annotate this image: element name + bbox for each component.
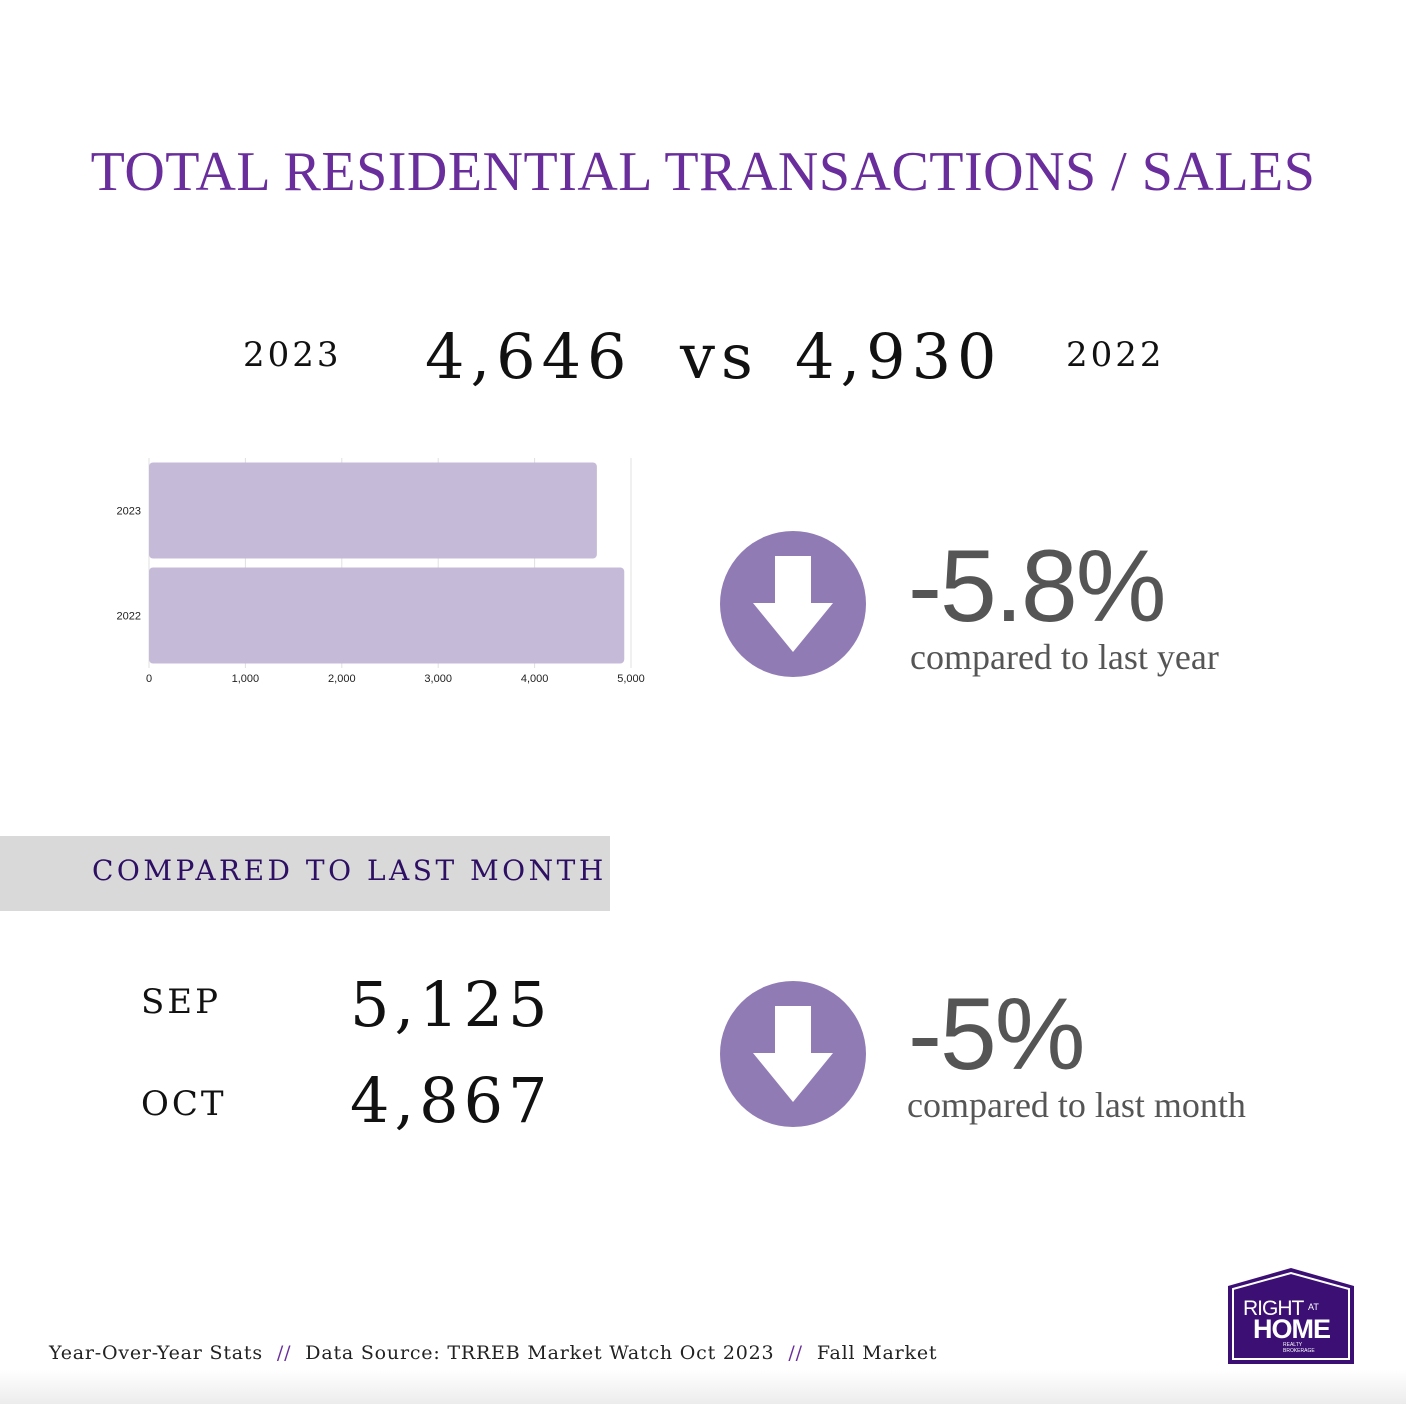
chart-x-tick-label: 5,000 (617, 673, 645, 685)
year-2022-label: 2022 (1066, 335, 1165, 375)
footer-separator: // (276, 1342, 292, 1364)
chart-x-tick-label: 4,000 (521, 673, 549, 685)
chart-category-label: 2023 (117, 506, 141, 518)
chart-bar-2023 (149, 462, 597, 559)
footer-separator: // (788, 1342, 803, 1364)
yoy-percent-change: -5.8% (908, 529, 1166, 643)
month-compare-banner-label: COMPARED TO LAST MONTH (92, 854, 607, 887)
chart-x-tick-label: 3,000 (424, 673, 452, 685)
month-sep-label: SEP (141, 982, 221, 1022)
right-at-home-logo: RIGHT AT HOME REALTY BROKERAGE (1228, 1268, 1354, 1364)
chart-bar-2022 (149, 567, 625, 664)
value-2023: 4,646 (425, 320, 633, 393)
footer-item-market: Fall Market (816, 1342, 938, 1364)
value-2022: 4,930 (795, 320, 1003, 393)
logo-text: RIGHT (1243, 1297, 1305, 1320)
chart-x-tick-label: 0 (146, 673, 152, 685)
yoy-change-caption: compared to last year (910, 637, 1219, 677)
mom-percent-change: -5% (908, 977, 1085, 1091)
vs-label: vs (680, 320, 759, 393)
year-2023-label: 2023 (243, 335, 342, 375)
month-oct-label: OCT (141, 1084, 227, 1124)
page-title: TOTAL RESIDENTIAL TRANSACTIONS / SALES (90, 141, 1316, 203)
logo-text: BROKERAGE (1283, 1348, 1315, 1354)
bottom-fade (0, 1370, 1406, 1404)
logo-text: HOME (1253, 1314, 1330, 1344)
down-arrow-icon (720, 981, 866, 1127)
logo-text: AT (1308, 1302, 1319, 1312)
footer-item-stats: Year-Over-Year Stats (49, 1342, 263, 1364)
yoy-bar-chart: 2023 2022 0 1,000 2,000 3,000 4,000 5,000 (117, 458, 645, 685)
chart-x-tick-label: 1,000 (232, 673, 260, 685)
mom-change-caption: compared to last month (907, 1085, 1246, 1125)
value-oct: 4,867 (350, 1064, 553, 1137)
month-compare-banner (0, 836, 610, 911)
chart-x-tick-label: 2,000 (328, 673, 356, 685)
footer-item-source: Data Source: TRREB Market Watch Oct 2023 (305, 1342, 775, 1364)
logo-text: REALTY (1283, 1342, 1303, 1348)
footer: Year-Over-Year Stats // Data Source: TRREB… (49, 1342, 937, 1364)
chart-category-label: 2022 (117, 611, 141, 623)
value-sep: 5,125 (350, 968, 553, 1041)
down-arrow-icon (720, 531, 866, 677)
